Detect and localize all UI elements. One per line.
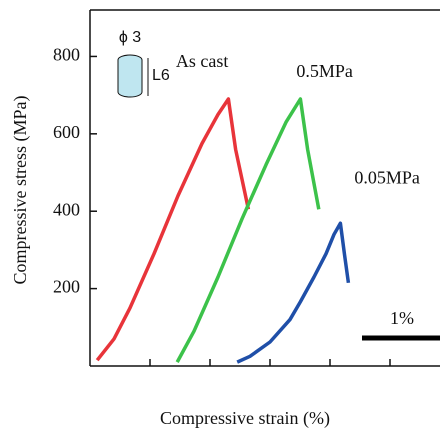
series-label: 0.5MPa — [296, 61, 353, 81]
specimen-icon — [117, 54, 149, 98]
series-line — [175, 97, 321, 363]
series-line — [236, 221, 351, 364]
scale-bar-label: 1% — [390, 308, 414, 328]
series-label: As cast — [176, 51, 229, 71]
series-line — [95, 97, 251, 362]
y-tick-label: 200 — [53, 277, 80, 297]
y-tick-label: 600 — [53, 122, 80, 142]
series-label: 0.05MPa — [354, 167, 420, 187]
length-label: L6 — [152, 67, 170, 84]
y-tick-label: 400 — [53, 199, 80, 219]
y-tick-label: 800 — [53, 45, 80, 65]
diameter-label: ϕ 3 — [119, 29, 141, 46]
x-axis-label: Compressive strain (%) — [160, 408, 330, 429]
y-axis-label: Compressive stress (MPa) — [10, 96, 31, 285]
